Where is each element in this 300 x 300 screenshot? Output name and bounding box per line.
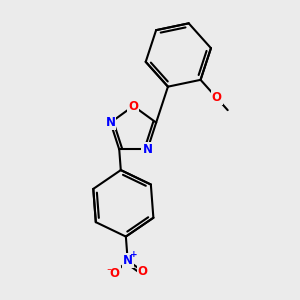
Text: O: O (128, 100, 138, 112)
Text: ⁻: ⁻ (106, 267, 112, 277)
Text: O: O (212, 91, 222, 104)
Text: O: O (138, 265, 148, 278)
Text: N: N (123, 254, 133, 267)
Text: N: N (106, 116, 116, 129)
Text: O: O (110, 267, 120, 280)
Text: +: + (130, 250, 137, 259)
Text: N: N (142, 143, 152, 156)
